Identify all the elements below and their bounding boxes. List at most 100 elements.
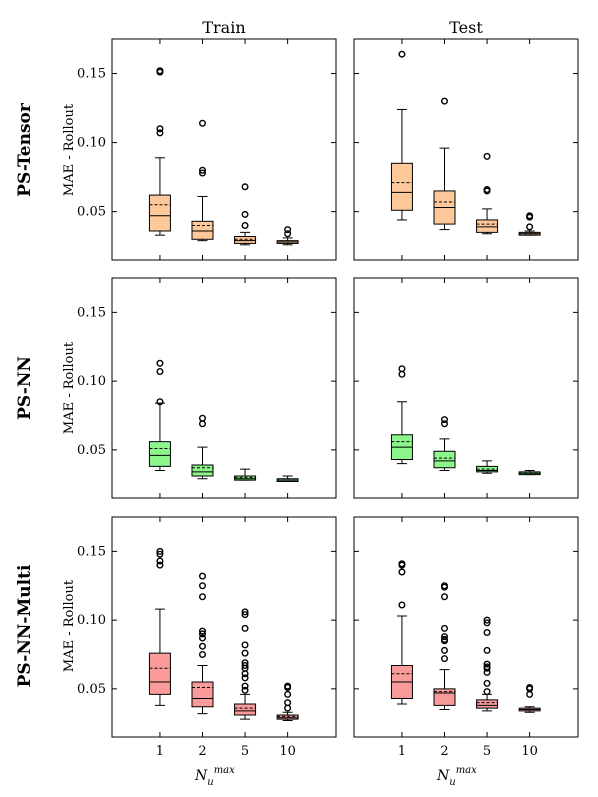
x-axis-label-sub: u <box>449 777 455 788</box>
box-1 <box>148 67 171 236</box>
x-axis-label-sup: max <box>456 765 477 776</box>
x-tick-label: 5 <box>483 744 491 759</box>
box-1 <box>390 560 413 705</box>
x-axis-label-sup: max <box>214 765 235 776</box>
outlier-point <box>241 682 249 690</box>
row-title-ps-nn: PS-NN <box>15 356 35 420</box>
outlier-point <box>440 635 448 643</box>
outlier-point <box>156 550 164 558</box>
panel-frame <box>111 277 337 499</box>
panel-ps-nn-multi-test: 1 2 5 10 <box>353 516 579 759</box>
box-5 <box>476 152 499 235</box>
y-tick-label: 0.15 <box>77 67 106 82</box>
outlier-point <box>156 125 164 133</box>
column-title-test: Test <box>449 18 483 37</box>
outlier-point <box>241 183 249 191</box>
outlier-point <box>198 593 206 601</box>
y-tick-label: 0.15 <box>77 305 106 320</box>
outlier-point <box>198 651 206 659</box>
x-tick-label: 5 <box>241 744 249 759</box>
outlier-point <box>483 688 491 696</box>
outlier-point <box>241 649 249 657</box>
box-10 <box>276 226 299 246</box>
iqr-box <box>234 703 257 716</box>
y-tick-label: 0.05 <box>77 205 106 220</box>
outlier-point <box>156 547 164 555</box>
iqr-box <box>476 219 499 233</box>
row-title-ps-tensor: PS-Tensor <box>15 102 35 197</box>
outlier-point <box>483 619 491 627</box>
iqr-box <box>191 464 214 477</box>
outlier-point <box>483 660 491 668</box>
box-2 <box>433 582 456 710</box>
outlier-point <box>156 67 164 75</box>
box-2 <box>191 414 214 480</box>
outlier-point <box>483 679 491 687</box>
x-tick-label: 2 <box>440 744 448 759</box>
iqr-box <box>191 681 214 708</box>
outlier-point <box>483 616 491 624</box>
panel-ps-nn-train: 0.05 0.10 0.15 <box>77 277 337 499</box>
outlier-point <box>156 398 164 406</box>
outlier-point <box>440 593 448 601</box>
outlier-point <box>241 662 249 670</box>
outlier-point <box>398 601 406 609</box>
iqr-box <box>433 450 456 469</box>
outlier-point <box>398 560 406 568</box>
iqr-box <box>234 236 257 244</box>
panel-ps-nn-test <box>353 277 579 499</box>
outlier-point <box>241 686 249 694</box>
box-2 <box>433 97 456 231</box>
x-tick-label: 10 <box>521 744 538 759</box>
outlier-point <box>440 420 448 428</box>
outlier-point <box>198 420 206 428</box>
iqr-box <box>276 714 299 720</box>
box-5 <box>234 468 257 481</box>
outlier-point <box>241 221 249 229</box>
outlier-point <box>398 365 406 373</box>
box-5 <box>476 460 499 474</box>
box-10 <box>276 475 299 482</box>
x-tick-label: 1 <box>156 744 164 759</box>
outlier-point <box>198 119 206 127</box>
outlier-point <box>198 166 206 174</box>
outlier-point <box>241 659 249 667</box>
outlier-point <box>156 368 164 376</box>
box-10 <box>518 470 541 476</box>
x-axis-label-sub: u <box>207 777 213 788</box>
panel-frame <box>353 277 579 499</box>
outlier-point <box>284 230 292 238</box>
panel-ps-tensor-train: 0.05 0.10 0.15 <box>77 38 337 261</box>
outlier-point <box>526 223 534 231</box>
outlier-point <box>440 633 448 641</box>
box-5 <box>234 183 257 246</box>
box-5 <box>476 616 499 712</box>
outlier-point <box>198 582 206 590</box>
panel-ps-tensor-test <box>353 38 579 261</box>
outlier-point <box>483 152 491 160</box>
outlier-point <box>526 690 534 698</box>
outlier-point <box>241 624 249 632</box>
outlier-point <box>284 699 292 707</box>
outlier-point <box>440 416 448 424</box>
outlier-point <box>284 682 292 690</box>
iqr-box <box>148 194 171 232</box>
outlier-point <box>284 690 292 698</box>
x-tick-label: 2 <box>198 744 206 759</box>
outlier-point <box>440 582 448 590</box>
outlier-point <box>156 129 164 137</box>
outlier-point <box>284 704 292 712</box>
outlier-point <box>198 627 206 635</box>
outlier-point <box>198 634 206 642</box>
box-10 <box>518 684 541 713</box>
outlier-point <box>398 50 406 58</box>
outlier-point <box>198 572 206 580</box>
iqr-box <box>148 441 171 467</box>
box-2 <box>191 572 214 715</box>
outlier-point <box>483 186 491 194</box>
panel-frame <box>111 38 337 261</box>
outlier-point <box>483 629 491 637</box>
iqr-box <box>390 162 413 211</box>
x-tick-label: 1 <box>398 744 406 759</box>
x-axis-label-test: Numax <box>436 765 477 788</box>
